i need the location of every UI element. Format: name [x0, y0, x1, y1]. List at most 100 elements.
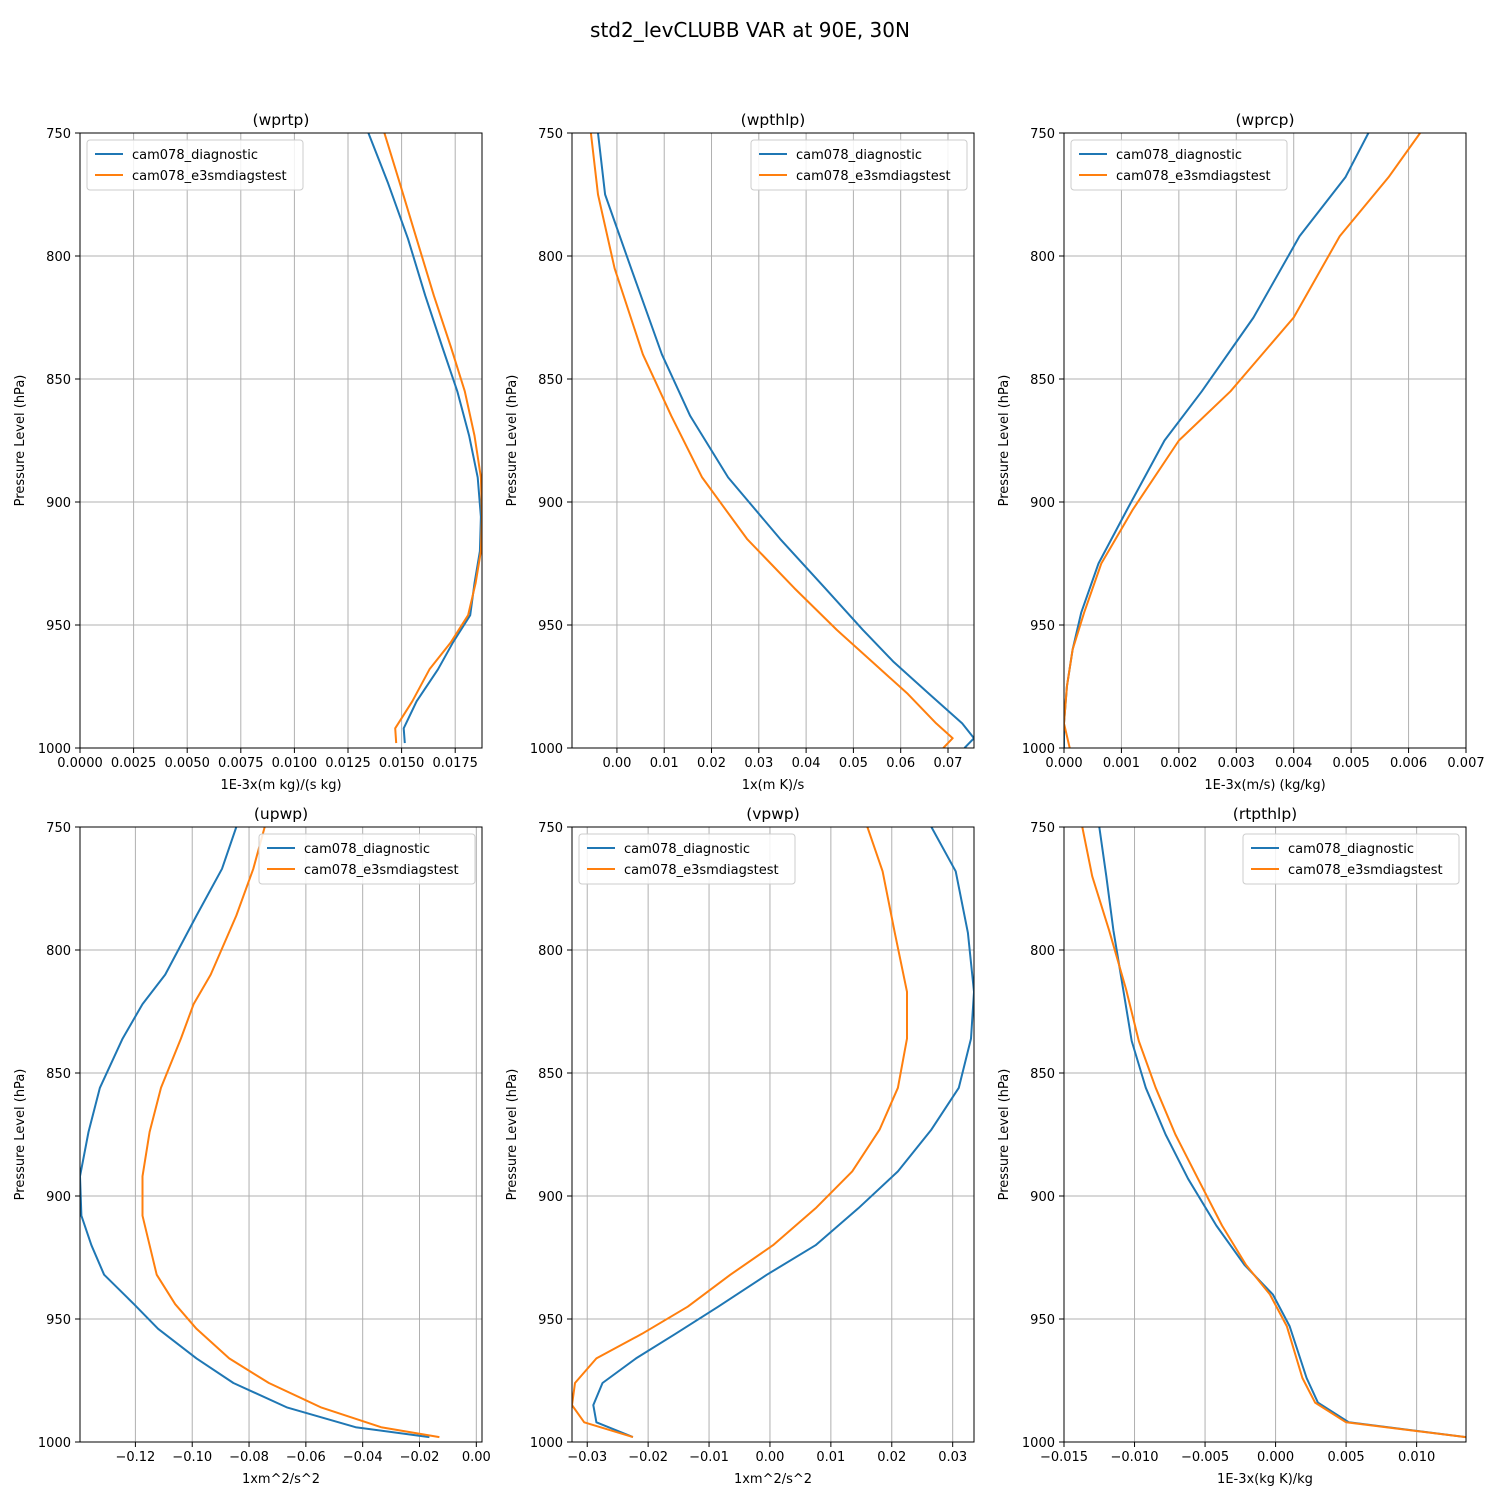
chart-panel: 0.000 0.001 0.002 0.003 0.004 0.005 0.006 0.007… — [997, 111, 1485, 793]
series-line-cam078_diagnostic — [592, 827, 974, 1439]
x-tick-label: 0.00 — [602, 756, 631, 771]
x-axis-label: 1E-3x(m/s) (kg/kg) — [1204, 778, 1325, 793]
x-tick-label: 0.006 — [1390, 756, 1427, 771]
legend-label: cam078_diagnostic — [1288, 842, 1414, 857]
y-axis-label: Pressure Level (hPa) — [997, 1069, 1012, 1201]
y-tick-label: 800 — [46, 944, 71, 959]
series-group — [80, 827, 440, 1439]
y-tick-label: 900 — [538, 496, 563, 511]
legend-box — [1070, 139, 1288, 191]
series-line-cam078_diagnostic — [597, 133, 974, 748]
x-tick-label: 0.0150 — [379, 756, 425, 771]
x-tick-label: −0.03 — [567, 1450, 607, 1465]
x-tick-label: −0.12 — [115, 1450, 155, 1465]
axes-frame — [1063, 132, 1467, 749]
x-axis-label: 1E-3x(m kg)/(s kg) — [220, 778, 341, 793]
axes-frame — [571, 826, 975, 1443]
x-tick-label: 0.0125 — [325, 756, 371, 771]
y-axis-label: Pressure Level (hPa) — [505, 375, 520, 507]
series-group — [1081, 827, 1466, 1439]
y-tick-label: 750 — [538, 127, 563, 142]
x-tick-label: 0.000 — [1257, 1450, 1294, 1465]
x-tick-label: −0.02 — [400, 1450, 440, 1465]
x-tick-label: −0.005 — [1181, 1450, 1229, 1465]
legend-label: cam078_diagnostic — [796, 148, 922, 163]
y-tick-label: 800 — [46, 250, 71, 265]
series-line-cam078_diagnostic — [367, 133, 482, 744]
legend-label: cam078_e3smdiagstest — [304, 863, 459, 878]
y-tick-label: 1000 — [38, 1436, 71, 1451]
legend-label: cam078_e3smdiagstest — [1116, 169, 1271, 184]
chart-title: (rtpthlp) — [1233, 805, 1297, 823]
legend-label: cam078_diagnostic — [132, 148, 258, 163]
legend-label: cam078_diagnostic — [1116, 148, 1242, 163]
legend-box — [258, 833, 476, 885]
y-tick-label: 750 — [46, 127, 71, 142]
y-tick-label: 850 — [1030, 373, 1055, 388]
legend: cam078_diagnostic cam078_e3smdiagstest — [750, 139, 968, 191]
series-line-cam078_e3smdiagstest — [1064, 133, 1421, 748]
y-tick-label: 800 — [1030, 944, 1055, 959]
x-tick-label: 0.0025 — [111, 756, 157, 771]
x-tick-label: 0.02 — [697, 756, 726, 771]
y-tick-label: 900 — [46, 496, 71, 511]
y-tick-label: 950 — [538, 1313, 563, 1328]
chart-title: (wprtp) — [253, 111, 310, 129]
legend-label: cam078_e3smdiagstest — [796, 169, 951, 184]
y-tick-label: 750 — [46, 821, 71, 836]
x-tick-label: 0.003 — [1218, 756, 1255, 771]
y-tick-label: 850 — [46, 373, 71, 388]
series-group — [589, 133, 974, 748]
axes-frame — [571, 132, 975, 749]
legend-label: cam078_e3smdiagstest — [1288, 863, 1443, 878]
legend-label: cam078_e3smdiagstest — [132, 169, 287, 184]
chart-title: (wprcp) — [1235, 111, 1294, 129]
legend: cam078_diagnostic cam078_e3smdiagstest — [1070, 139, 1288, 191]
y-tick-label: 1000 — [1022, 1436, 1055, 1451]
legend-box — [1242, 833, 1460, 885]
y-tick-label: 900 — [538, 1190, 563, 1205]
y-tick-label: 950 — [1030, 619, 1055, 634]
x-tick-label: −0.10 — [172, 1450, 212, 1465]
y-tick-label: 1000 — [38, 742, 71, 757]
y-tick-label: 950 — [46, 619, 71, 634]
series-line-cam078_e3smdiagstest — [572, 827, 908, 1439]
series-line-cam078_e3smdiagstest — [383, 133, 482, 744]
y-axis-label: Pressure Level (hPa) — [505, 1069, 520, 1201]
y-tick-label: 850 — [538, 1067, 563, 1082]
x-axis-label: 1xm^2/s^2 — [734, 1472, 812, 1487]
series-group — [572, 827, 974, 1439]
x-axis-label: 1xm^2/s^2 — [242, 1472, 320, 1487]
x-tick-label: 0.05 — [839, 756, 868, 771]
y-tick-label: 850 — [538, 373, 563, 388]
legend-box — [578, 833, 796, 885]
x-tick-label: 0.004 — [1275, 756, 1312, 771]
x-tick-label: 0.00 — [755, 1450, 784, 1465]
x-tick-label: 0.000 — [1045, 756, 1082, 771]
legend-box — [86, 139, 304, 191]
chart-panel: 0.0000 0.0025 0.0050 0.0075 0.0100 0.0125 0.01… — [13, 111, 483, 793]
x-tick-label: 0.03 — [744, 756, 773, 771]
x-tick-label: 0.0050 — [164, 756, 210, 771]
series-line-cam078_e3smdiagstest — [141, 827, 440, 1439]
y-tick-label: 1000 — [530, 1436, 563, 1451]
y-tick-label: 900 — [1030, 1190, 1055, 1205]
legend: cam078_diagnostic cam078_e3smdiagstest — [86, 139, 304, 191]
chart-title: (vpwp) — [746, 805, 800, 823]
x-tick-label: −0.01 — [689, 1450, 729, 1465]
x-tick-label: 0.04 — [792, 756, 821, 771]
y-tick-label: 900 — [46, 1190, 71, 1205]
chart-panel: −0.015 −0.010 −0.005 0.000 0.005 0.010 750 800 8… — [997, 805, 1467, 1487]
grid — [80, 826, 482, 1443]
y-tick-label: 850 — [46, 1067, 71, 1082]
legend-label: cam078_diagnostic — [624, 842, 750, 857]
y-tick-label: 1000 — [530, 742, 563, 757]
y-tick-label: 1000 — [1022, 742, 1055, 757]
x-tick-label: −0.04 — [343, 1450, 383, 1465]
x-tick-label: 0.0075 — [218, 756, 264, 771]
y-tick-label: 850 — [1030, 1067, 1055, 1082]
x-tick-label: −0.06 — [286, 1450, 326, 1465]
x-tick-label: 0.01 — [650, 756, 679, 771]
